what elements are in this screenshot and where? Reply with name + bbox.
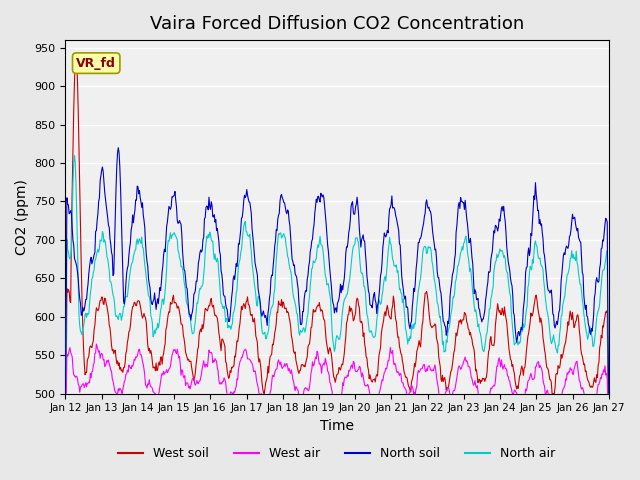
X-axis label: Time: Time [320,419,354,433]
Text: VR_fd: VR_fd [76,57,116,70]
Title: Vaira Forced Diffusion CO2 Concentration: Vaira Forced Diffusion CO2 Concentration [150,15,524,33]
Y-axis label: CO2 (ppm): CO2 (ppm) [15,179,29,255]
Legend: West soil, West air, North soil, North air: West soil, West air, North soil, North a… [113,442,561,465]
